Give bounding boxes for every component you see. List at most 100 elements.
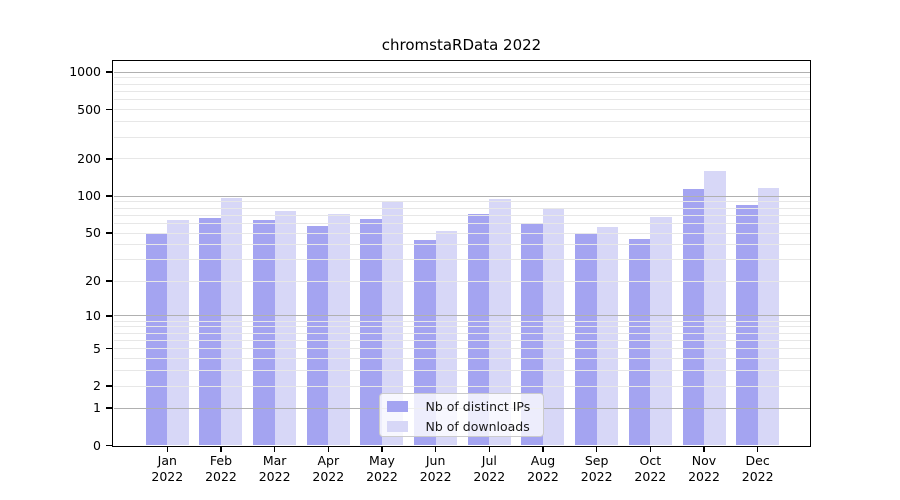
x-tick-year: 2022 [151,469,184,484]
gridline-minor [113,348,810,350]
gridline-minor [113,158,810,160]
gridline-minor [113,259,810,261]
bar-ips-feb [199,217,221,446]
y-tick [106,444,112,447]
y-tick [106,195,112,197]
x-tick [542,447,544,452]
y-tick-label: 100 [77,188,101,204]
gridline-minor [113,339,810,341]
bar-ips-jan [145,233,168,446]
gridline-minor [113,222,810,224]
bar-downloads-apr [328,214,350,446]
y-tick [106,108,112,111]
x-tick-year: 2022 [205,469,237,484]
y-tick-label: 200 [77,150,101,166]
x-tick-year: 2022 [741,469,774,484]
x-tick-year: 2022 [580,469,613,484]
y-tick [106,347,112,350]
x-tick [703,447,705,452]
x-tick-label: Jan 2022 [137,453,197,486]
gridline-minor [113,121,810,123]
x-tick-month: Jul [481,452,497,468]
x-tick [756,447,759,452]
x-tick-year: 2022 [366,469,398,484]
bar-downloads-dec [757,187,780,446]
x-tick-month: Feb [209,452,233,468]
y-tick [106,158,112,160]
legend-label-distinct-ips: Nb of distinct IPs [425,399,531,414]
x-tick [327,447,330,452]
y-tick [106,315,112,317]
gridline-minor [113,326,810,328]
x-tick-month: Apr [317,452,340,468]
x-tick [595,447,598,452]
y-tick-label: 0 [93,437,101,453]
y-tick-label: 10 [85,307,101,323]
bar-ips-aug [521,224,543,446]
x-tick-label: Apr 2022 [298,453,358,486]
x-tick [434,447,437,452]
gridline-minor [113,332,810,334]
bar-ips-dec [736,205,758,446]
x-tick-label: Sep 2022 [567,453,627,486]
x-tick-year: 2022 [634,469,667,484]
y-tick [106,385,112,387]
gridline-minor [113,99,810,101]
legend: Nb of distinct IPs Nb of downloads [378,392,544,437]
y-tick [106,232,112,234]
x-tick-month: Mar [262,452,287,468]
x-tick-label: Nov 2022 [674,453,734,486]
gridline-major [113,195,810,197]
bar-downloads-jun [435,231,458,446]
x-tick-month: May [369,452,395,468]
x-tick [166,447,169,452]
x-tick-month: Jan [157,452,177,468]
bar-downloads-jul [489,198,511,446]
x-tick [381,447,383,452]
x-tick-label: Mar 2022 [245,453,305,486]
gridline-minor [113,280,810,282]
x-tick-label: Oct 2022 [620,453,680,486]
bar-downloads-may [381,201,404,446]
x-tick-month: Dec [745,452,770,468]
gridline-minor [113,207,810,209]
bar-ips-may [360,219,382,446]
x-tick-label: Jul 2022 [459,453,519,486]
x-tick-year: 2022 [312,469,345,484]
x-tick-year: 2022 [527,469,559,484]
gridline-minor [113,90,810,92]
bar-downloads-oct [650,216,672,446]
gridline-minor [113,244,810,246]
gridline-minor [113,370,810,372]
x-tick-label: Jun 2022 [406,453,466,486]
y-tick [106,71,112,73]
y-tick [106,280,112,282]
x-tick-label: Aug 2022 [513,453,573,486]
y-tick-label: 20 [85,273,101,289]
x-tick-label: Dec 2022 [728,453,788,486]
y-tick [106,407,112,409]
x-tick-year: 2022 [419,469,452,484]
legend-item-downloads: Nb of downloads [386,417,543,437]
legend-swatch-downloads [386,421,408,432]
x-tick-month: Sep [584,452,609,468]
gridline-major [113,71,810,73]
gridline-minor [113,109,810,111]
bar-ips-jul [467,213,490,446]
gridline-minor [113,320,810,322]
y-tick-label: 500 [77,101,101,117]
x-tick [649,447,652,452]
legend-item-distinct-ips: Nb of distinct IPs [386,397,543,417]
gridline-minor [113,77,810,79]
bar-ips-nov [682,188,704,446]
bar-ips-sep [575,233,597,446]
legend-label-downloads: Nb of downloads [425,419,530,434]
x-tick-label: Feb 2022 [191,453,251,486]
y-tick-label: 2 [93,378,101,394]
x-tick-label: May 2022 [352,453,412,486]
x-tick-month: Oct [639,452,662,468]
bar-downloads-mar [274,210,297,446]
x-tick-month: Aug [530,452,556,468]
